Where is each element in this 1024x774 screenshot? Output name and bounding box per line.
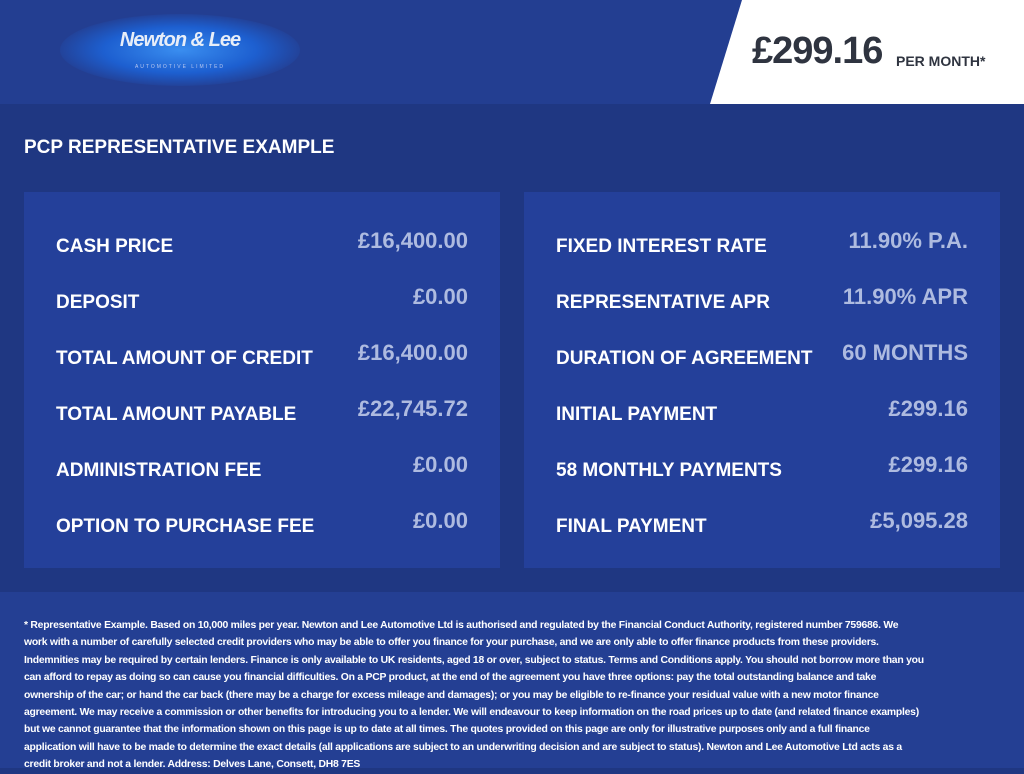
disclaimer-text: * Representative Example. Based on 10,00… — [24, 620, 924, 771]
finance-label: DURATION OF AGREEMENT — [556, 348, 813, 369]
finance-value: 60 MONTHS — [842, 340, 968, 365]
finance-value: £5,095.28 — [870, 508, 968, 533]
finance-row: DEPOSIT £0.00 — [56, 284, 468, 314]
finance-label: CASH PRICE — [56, 236, 174, 257]
finance-row: 58 MONTHLY PAYMENTS £299.16 — [556, 452, 968, 482]
header: Newton & Lee AUTOMOTIVE LIMITED £299.16 … — [0, 0, 1024, 104]
finance-row: REPRESENTATIVE APR 11.90% APR — [556, 284, 968, 314]
finance-label: OPTION TO PURCHASE FEE — [56, 516, 315, 537]
finance-value: 11.90% APR — [842, 284, 968, 309]
finance-row: CASH PRICE £16,400.00 — [56, 228, 468, 258]
logo-subtitle: AUTOMOTIVE LIMITED — [134, 64, 226, 70]
finance-row: TOTAL AMOUNT PAYABLE £22,745.72 — [56, 396, 468, 426]
finance-panel-left: CASH PRICE £16,400.00 DEPOSIT £0.00 TOTAL AM… — [24, 192, 500, 568]
finance-value: £16,400.00 — [357, 340, 468, 365]
finance-row: DURATION OF AGREEMENT 60 MONTHS — [556, 340, 968, 370]
finance-row: FINAL PAYMENT £5,095.28 — [556, 508, 968, 538]
finance-value: £299.16 — [888, 452, 968, 477]
finance-row: OPTION TO PURCHASE FEE £0.00 — [56, 508, 468, 538]
price-box — [710, 0, 1024, 104]
finance-label: TOTAL AMOUNT PAYABLE — [56, 404, 297, 425]
finance-label: REPRESENTATIVE APR — [556, 292, 770, 313]
newton-lee-logo: Newton & Lee AUTOMOTIVE LIMITED — [60, 14, 300, 86]
finance-value: £16,400.00 — [357, 228, 468, 253]
per-month-label: PER MONTH* — [896, 53, 986, 69]
finance-value: £0.00 — [412, 508, 468, 533]
finance-value: £22,745.72 — [357, 396, 468, 421]
finance-panel-right: FIXED INTEREST RATE 11.90% P.A. REPRESENTA… — [524, 192, 1000, 568]
finance-label: DEPOSIT — [56, 292, 140, 313]
finance-row: FIXED INTEREST RATE 11.90% P.A. — [556, 228, 968, 258]
finance-value: £0.00 — [412, 284, 468, 309]
monthly-price: £299.16 — [752, 30, 883, 72]
finance-value: £0.00 — [412, 452, 468, 477]
finance-label: INITIAL PAYMENT — [556, 404, 718, 425]
footer — [0, 592, 1024, 768]
finance-row: INITIAL PAYMENT £299.16 — [556, 396, 968, 426]
finance-value: £299.16 — [888, 396, 968, 421]
finance-label: FINAL PAYMENT — [556, 516, 707, 537]
finance-label: TOTAL AMOUNT OF CREDIT — [56, 348, 313, 369]
page-title: PCP REPRESENTATIVE EXAMPLE — [24, 137, 335, 158]
finance-label: ADMINISTRATION FEE — [56, 460, 262, 481]
finance-label: 58 MONTHLY PAYMENTS — [556, 460, 782, 481]
finance-value: 11.90% P.A. — [848, 228, 968, 253]
finance-row: ADMINISTRATION FEE £0.00 — [56, 452, 468, 482]
finance-label: FIXED INTEREST RATE — [556, 236, 767, 257]
logo-text: Newton & Lee — [119, 29, 241, 51]
finance-row: TOTAL AMOUNT OF CREDIT £16,400.00 — [56, 340, 468, 370]
